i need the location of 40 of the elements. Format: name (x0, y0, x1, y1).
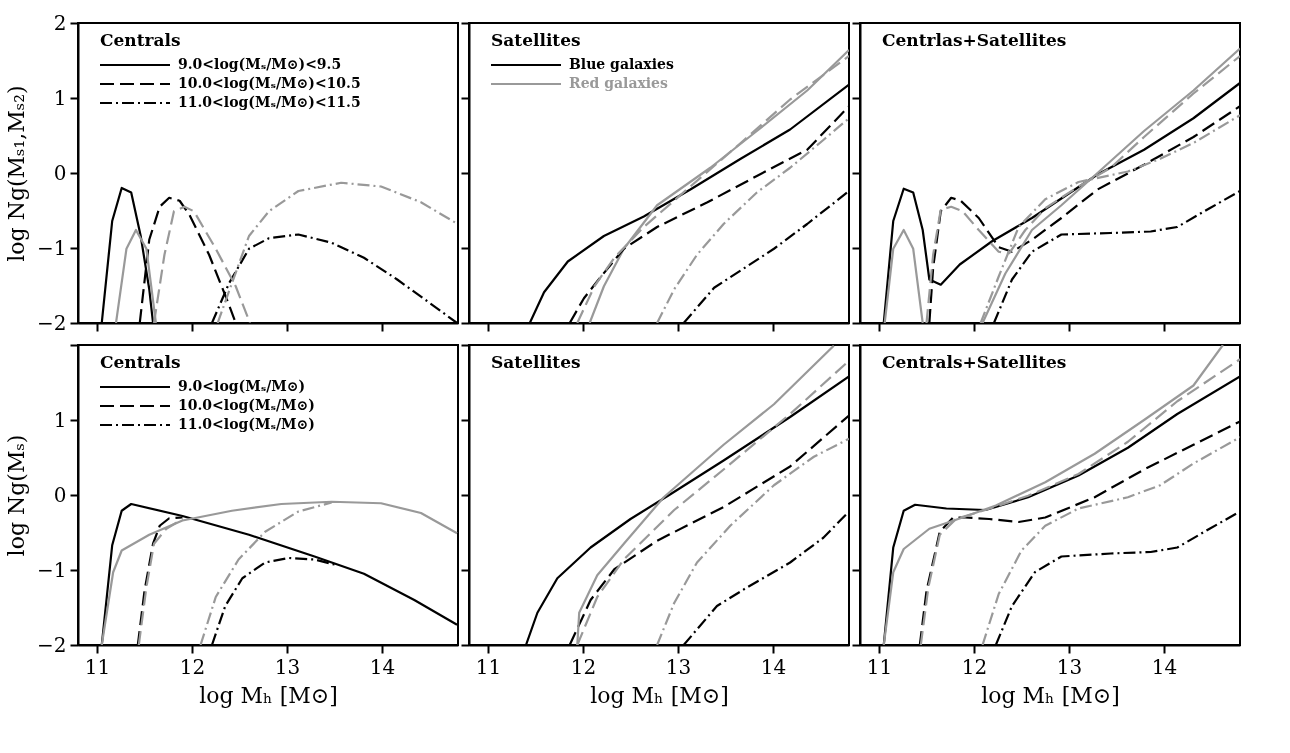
legend-label: 10.0<log(Mₛ/M⊙)<10.5 (178, 75, 361, 91)
chart-title: Centrals (100, 352, 181, 372)
x-axis-title: log Mₕ [M⊙] (199, 682, 338, 708)
legend-label: 10.0<log(Mₛ/M⊙) (178, 397, 315, 413)
y-axis-title: log Ng(Mₛ₁,Mₛ₂) (4, 85, 30, 262)
y-tick-label: 2 (53, 10, 67, 35)
chart-title: Centrals (100, 30, 181, 50)
chart-title: Centrals+Satellites (882, 352, 1067, 372)
legend-label: 11.0<log(Mₛ/M⊙) (178, 416, 315, 432)
y-tick-label: 1 (53, 407, 67, 432)
legend-label: 11.0<log(Mₛ/M⊙)<11.5 (178, 94, 361, 110)
y-tick-label: −1 (37, 235, 67, 260)
y-tick-label: 1 (53, 85, 67, 110)
x-tick-label: 14 (1151, 654, 1178, 679)
x-tick-label: 14 (760, 654, 787, 679)
x-tick-label: 11 (866, 654, 893, 679)
y-tick-label: −2 (37, 310, 67, 335)
x-tick-label: 11 (84, 654, 111, 679)
legend-label: 9.0<log(Mₛ/M⊙)<9.5 (178, 56, 342, 72)
legend-label: 9.0<log(Mₛ/M⊙) (178, 378, 306, 394)
y-tick-label: −2 (37, 632, 67, 657)
x-tick-label: 12 (570, 654, 597, 679)
x-tick-label: 12 (961, 654, 988, 679)
x-tick-label: 13 (665, 654, 692, 679)
legend-label: Red galaxies (569, 75, 669, 91)
legend-label: Blue galaxies (569, 56, 674, 72)
chart-title: Satellites (491, 30, 581, 50)
y-tick-label: 0 (53, 482, 67, 507)
x-axis-title: log Mₕ [M⊙] (981, 682, 1120, 708)
chart-title: Centrlas+Satellites (882, 30, 1067, 50)
y-tick-label: 0 (53, 160, 67, 185)
x-tick-label: 12 (179, 654, 206, 679)
y-axis-title: log Ng(Mₛ) (4, 434, 30, 557)
y-tick-label: −1 (37, 557, 67, 582)
x-tick-label: 14 (369, 654, 396, 679)
x-tick-label: 11 (475, 654, 502, 679)
chart-title: Satellites (491, 352, 581, 372)
x-tick-label: 13 (1056, 654, 1083, 679)
x-axis-title: log Mₕ [M⊙] (590, 682, 729, 708)
x-tick-label: 13 (274, 654, 301, 679)
